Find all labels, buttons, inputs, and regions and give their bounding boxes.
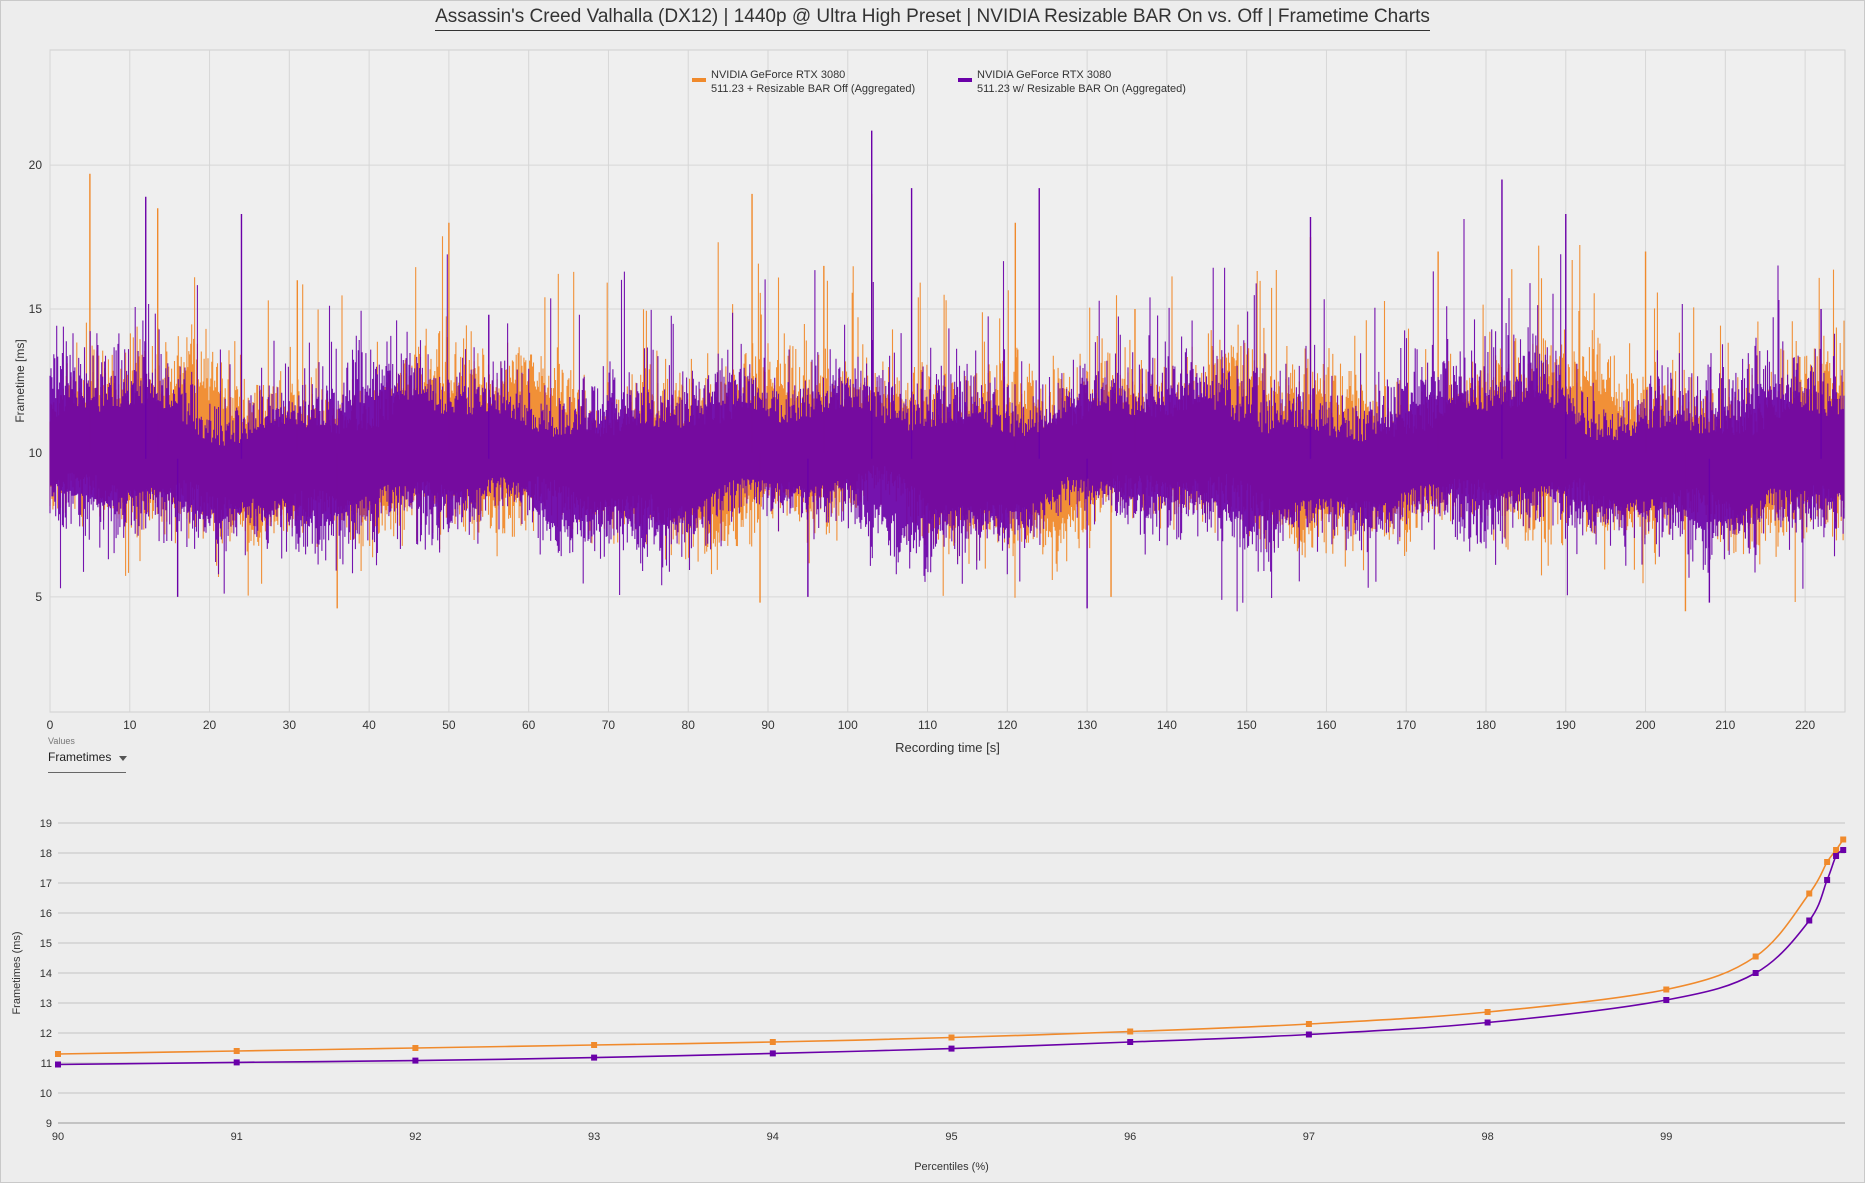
x-tick-label: 60 [522,718,536,732]
x-tick-label: 90 [761,718,775,732]
y-tick-label: 15 [29,302,43,316]
values-dropdown-selected: Frametimes [48,750,112,764]
series-rebar-on [49,130,1845,612]
y-tick-label: 10 [29,446,43,460]
x-tick-label: 20 [203,718,217,732]
x-tick-label: 110 [918,718,937,732]
y-tick-label: 20 [29,158,43,172]
x-tick-label: 200 [1636,718,1656,732]
values-dropdown[interactable]: Frametimes [48,750,128,773]
x-tick-label: 30 [283,718,297,732]
x-tick-label: 210 [1715,718,1735,732]
x-tick-label: 10 [123,718,137,732]
values-selector-label: Values [48,736,75,746]
x-tick-label: 100 [838,718,858,732]
x-tick-label: 40 [362,718,376,732]
x-axis-label: Recording time [s] [895,740,1000,755]
x-tick-label: 140 [1157,718,1177,732]
chevron-down-icon [119,756,128,761]
x-tick-label: 70 [602,718,616,732]
y-axis-label: Frametime [ms] [13,339,27,422]
x-tick-label: 120 [997,718,1017,732]
legend-label-gpu: NVIDIA GeForce RTX 3080 [977,69,1111,81]
x-tick-label: 160 [1316,718,1336,732]
legend-swatch [958,78,972,82]
legend-label-config: 511.23 + Resizable BAR Off (Aggregated) [711,83,915,95]
y-tick-label: 5 [35,590,42,604]
x-tick-label: 80 [682,718,696,732]
legend-swatch [692,78,706,82]
legend-label-gpu: NVIDIA GeForce RTX 3080 [711,69,845,81]
x-tick-label: 0 [47,718,54,732]
x-tick-label: 150 [1237,718,1257,732]
legend-label-config: 511.23 w/ Resizable BAR On (Aggregated) [977,83,1186,95]
x-tick-label: 50 [442,718,456,732]
x-tick-label: 130 [1077,718,1097,732]
x-tick-label: 220 [1795,718,1815,732]
frametime-trace [49,219,1845,612]
chart-title: Assassin's Creed Valhalla (DX12) | 1440p… [0,6,1865,31]
x-tick-label: 190 [1556,718,1576,732]
frametime-chart: 0 10 20 30 40 50 60 70 80 90 100 110 120 130 140 150 160… [13,49,1846,755]
x-tick-label: 170 [1396,718,1416,732]
x-tick-label: 180 [1476,718,1496,732]
